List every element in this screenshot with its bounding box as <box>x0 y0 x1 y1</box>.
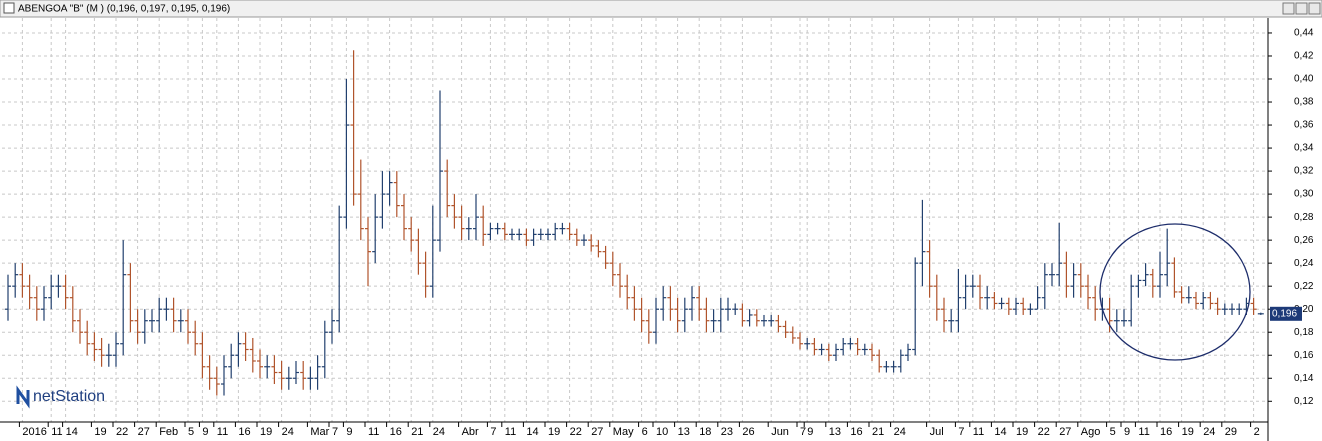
y-tick-label: 0,20 <box>1294 304 1314 315</box>
x-tick-label: 22 <box>116 426 128 438</box>
y-tick-label: 0,32 <box>1294 166 1314 177</box>
logo-icon <box>16 385 30 409</box>
x-tick-label: 9 <box>202 426 208 438</box>
highlight-circle <box>1099 223 1251 361</box>
x-tick-label: 24 <box>282 426 294 438</box>
y-tick-label: 0,12 <box>1294 396 1314 407</box>
x-tick-label: 27 <box>138 426 150 438</box>
x-tick-label: Jul <box>930 426 944 438</box>
last-price-label: 0,196 <box>1272 308 1297 319</box>
x-tick-label: 11 <box>1138 426 1149 438</box>
x-tick-label: 26 <box>742 426 754 438</box>
window-icon <box>3 2 15 14</box>
x-tick-label: 16 <box>390 426 402 438</box>
y-tick-label: 0,40 <box>1294 74 1314 85</box>
x-tick-label: 27 <box>1059 426 1071 438</box>
x-tick-label: 13 <box>678 426 690 438</box>
x-tick-label: 19 <box>1016 426 1028 438</box>
x-tick-label: Mar <box>310 426 329 438</box>
x-tick-label: 2 <box>1254 426 1260 438</box>
x-tick-label: 2016 <box>22 426 46 438</box>
close-button[interactable] <box>1308 2 1321 15</box>
x-tick-label: 16 <box>1160 426 1172 438</box>
x-tick-label: 23 <box>721 426 733 438</box>
last-price-box <box>1270 306 1302 321</box>
plot <box>2 18 1268 422</box>
x-tick-label: 18 <box>699 426 711 438</box>
x-tick-label: 10 <box>656 426 668 438</box>
y-tick-label: 0,38 <box>1294 97 1314 108</box>
x-tick-label: 7 <box>958 426 964 438</box>
x-tick-label: 5 <box>188 426 194 438</box>
x-tick-label: Jun <box>771 426 789 438</box>
x-tick-label: 7 <box>490 426 496 438</box>
x-tick-label: 9 <box>346 426 352 438</box>
x-tick-label: 14 <box>526 426 538 438</box>
x-tick-label: 11 <box>505 426 516 438</box>
x-tick-label: 19 <box>548 426 560 438</box>
x-tick-label: 9 <box>807 426 813 438</box>
y-tick-label: 0,26 <box>1294 235 1314 246</box>
x-tick-label: 21 <box>411 426 423 438</box>
x-tick-label: May <box>613 426 634 438</box>
x-tick-label: 19 <box>1182 426 1194 438</box>
x-tick-label: 7 <box>800 426 806 438</box>
x-tick-label: Abr <box>462 426 479 438</box>
y-tick-label: 0,16 <box>1294 350 1314 361</box>
title-bar <box>0 0 1322 18</box>
x-tick-label: 19 <box>94 426 106 438</box>
chart-title: ABENGOA "B" (M ) (0,196, 0,197, 0,195, 0… <box>18 4 230 15</box>
x-tick-label: 24 <box>1203 426 1215 438</box>
x-tick-label: 9 <box>1124 426 1130 438</box>
y-tick-label: 0,42 <box>1294 51 1314 62</box>
y-tick-label: 0,44 <box>1294 28 1314 39</box>
x-tick-label: 24 <box>894 426 906 438</box>
x-tick-label: 11 <box>973 426 984 438</box>
y-tick-label: 0,18 <box>1294 327 1314 338</box>
x-tick-label: 7 <box>332 426 338 438</box>
x-tick-label: 24 <box>433 426 445 438</box>
x-tick-label: 11 <box>51 426 62 438</box>
x-tick-label: 14 <box>994 426 1006 438</box>
x-tick-label: 11 <box>217 426 228 438</box>
x-tick-label: 29 <box>1225 426 1237 438</box>
y-tick-label: 0,30 <box>1294 189 1314 200</box>
x-tick-label: 16 <box>850 426 862 438</box>
minimize-button[interactable] <box>1282 2 1295 15</box>
x-tick-label: 19 <box>260 426 272 438</box>
x-tick-label: Feb <box>159 426 178 438</box>
y-tick-label: 0,22 <box>1294 281 1314 292</box>
x-tick-label: Ago <box>1081 426 1101 438</box>
x-tick-label: 6 <box>642 426 648 438</box>
x-tick-label: 16 <box>238 426 250 438</box>
maximize-button[interactable] <box>1295 2 1308 15</box>
y-tick-label: 0,28 <box>1294 212 1314 223</box>
x-tick-label: 5 <box>1110 426 1116 438</box>
y-tick-label: 0,24 <box>1294 258 1314 269</box>
x-tick-label: 22 <box>1038 426 1050 438</box>
logo-text: netStation <box>33 388 105 405</box>
x-tick-label: 14 <box>66 426 78 438</box>
y-tick-label: 0,34 <box>1294 143 1314 154</box>
y-tick-label: 0,14 <box>1294 373 1314 384</box>
x-tick-label: 11 <box>368 426 379 438</box>
x-tick-label: 27 <box>591 426 603 438</box>
x-tick-label: 13 <box>829 426 841 438</box>
y-tick-label: 0,36 <box>1294 120 1314 131</box>
x-tick-label: 21 <box>872 426 884 438</box>
x-tick-label: 22 <box>570 426 582 438</box>
